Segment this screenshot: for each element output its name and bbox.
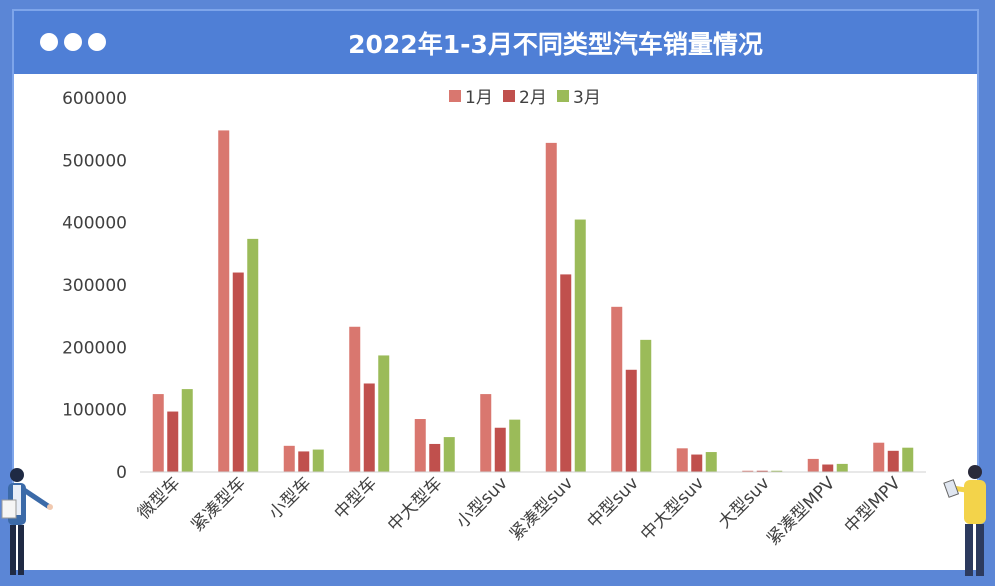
- bar-1: [349, 326, 361, 472]
- x-tick-label: 小型车: [265, 473, 315, 523]
- bar-1: [152, 394, 164, 472]
- bar-3: [902, 447, 914, 472]
- bars: [152, 130, 914, 472]
- y-tick-label: 500000: [62, 151, 127, 171]
- bar-2: [625, 369, 637, 472]
- x-tick-label: 中大型车: [384, 473, 446, 535]
- bar-3: [247, 238, 259, 472]
- bar-3: [181, 389, 193, 472]
- x-tick-label: 大型suv: [715, 473, 774, 532]
- bar-1: [218, 130, 230, 472]
- x-tick-label: 紧凑型MPV: [763, 473, 839, 549]
- bar-1: [807, 458, 819, 472]
- bar-2: [494, 427, 506, 472]
- bar-1: [545, 142, 557, 472]
- legend-label: 2月: [519, 88, 547, 108]
- bar-3: [836, 463, 848, 472]
- bar-2: [822, 464, 834, 472]
- dot-icon: [64, 33, 82, 51]
- page-title: 2022年1-3月不同类型汽车销量情况: [348, 30, 763, 59]
- bar-2: [560, 274, 572, 472]
- x-tick-label: 中大型suv: [637, 473, 708, 544]
- legend-swatch: [449, 90, 461, 102]
- bar-3: [312, 449, 324, 472]
- bar-3: [378, 355, 390, 472]
- legend-swatch: [503, 90, 515, 102]
- x-tick-label: 中型MPV: [841, 473, 905, 537]
- bar-1: [480, 394, 492, 472]
- bar-2: [756, 470, 768, 472]
- bar-3: [509, 419, 521, 472]
- bar-3: [640, 339, 652, 472]
- chart-panel: 2022年1-3月不同类型汽车销量情况: [12, 9, 979, 577]
- dot-icon: [88, 33, 106, 51]
- window-dots: [40, 33, 106, 51]
- bottom-bar: [0, 570, 995, 586]
- bar-3: [574, 219, 586, 472]
- legend-label: 3月: [573, 88, 601, 108]
- bar-2: [232, 272, 244, 472]
- bar-3: [705, 452, 717, 472]
- person-right-illustration: [943, 465, 986, 576]
- y-tick-label: 400000: [62, 214, 127, 234]
- y-tick-label: 0: [116, 463, 127, 483]
- bar-2: [429, 443, 441, 472]
- bar-1: [414, 419, 426, 472]
- y-tick-label: 600000: [62, 89, 127, 109]
- bar-1: [611, 306, 623, 472]
- bar-3: [771, 470, 783, 472]
- bar-2: [298, 451, 310, 472]
- bar-1: [873, 442, 885, 472]
- x-tick-label: 中型suv: [584, 473, 643, 532]
- y-tick-label: 300000: [62, 276, 127, 296]
- person-left-illustration: [1, 468, 53, 575]
- bar-1: [283, 445, 295, 472]
- dot-icon: [40, 33, 58, 51]
- x-tick-label: 小型suv: [453, 473, 512, 532]
- header-bar: 2022年1-3月不同类型汽车销量情况: [14, 11, 977, 74]
- legend-swatch: [557, 90, 569, 102]
- bar-3: [443, 437, 455, 472]
- bar-1: [676, 448, 688, 472]
- x-tick-label: 紧凑型suv: [506, 473, 577, 544]
- x-tick-label: 紧凑型车: [188, 473, 250, 535]
- x-tick-label: 微型车: [134, 473, 184, 523]
- legend: 1月 2月 3月: [449, 88, 601, 108]
- bar-1: [742, 470, 754, 472]
- bar-2: [167, 411, 179, 472]
- bar-2: [691, 454, 703, 472]
- legend-label: 1月: [465, 88, 493, 108]
- y-tick-label: 200000: [62, 338, 127, 358]
- y-tick-label: 100000: [62, 401, 127, 421]
- bar-2: [363, 383, 375, 472]
- bar-2: [887, 450, 899, 472]
- x-tick-label: 中型车: [331, 473, 381, 523]
- y-axis: 0 100000 200000 300000 400000 500000 600000: [62, 89, 127, 483]
